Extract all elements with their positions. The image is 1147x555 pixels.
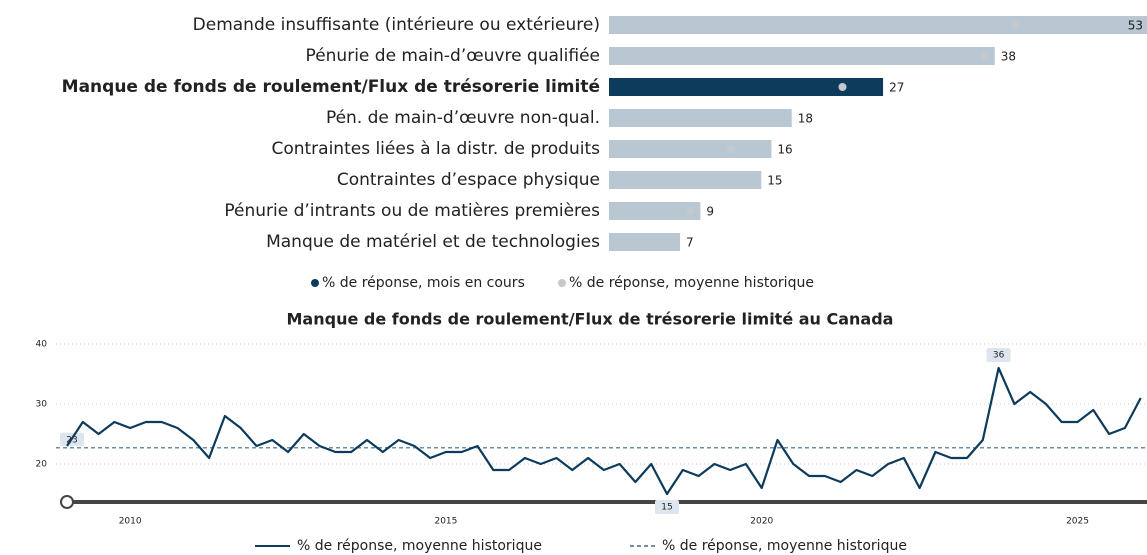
value-label: 15: [767, 174, 782, 188]
bar: [609, 47, 995, 65]
historical-dot: [980, 52, 989, 60]
slider-handle[interactable]: [60, 495, 74, 509]
legend-dot: [558, 279, 566, 287]
bar: [609, 171, 762, 189]
x-tick-label: 2015: [434, 517, 457, 527]
category-label: Manque de matériel et de technologies: [266, 232, 600, 252]
category-label: Contraintes liées à la distr. de produit…: [271, 139, 600, 159]
y-tick-label: 30: [36, 400, 48, 410]
category-label: Pénurie d’intrants ou de matières premiè…: [224, 201, 600, 221]
bar: [609, 233, 681, 251]
value-label: 18: [798, 112, 813, 126]
bar: [609, 109, 792, 127]
line-title: Manque de fonds de roulement/Flux de tré…: [287, 310, 894, 329]
y-tick-label: 40: [36, 340, 48, 350]
annotation-label: 36: [993, 351, 1005, 361]
line-series: [66, 366, 1142, 496]
annotation-box: [655, 500, 679, 514]
historical-dot: [726, 145, 735, 153]
value-label: 9: [706, 205, 714, 219]
bar: [609, 140, 772, 158]
category-label: Contraintes d’espace physique: [337, 170, 600, 190]
value-label: 7: [686, 236, 694, 250]
historical-dot: [838, 83, 847, 91]
annotation-label: 15: [661, 503, 672, 513]
x-tick-label: 2025: [1066, 517, 1089, 527]
value-label: 38: [1001, 50, 1016, 64]
historical-dot: [686, 207, 695, 215]
category-label: Pénurie de main-d’œuvre qualifiée: [306, 46, 600, 66]
category-label: Manque de fonds de roulement/Flux de tré…: [62, 77, 600, 97]
legend-label: % de réponse, moyenne historique: [569, 275, 814, 291]
legend-dot: [311, 279, 319, 287]
bar: [609, 78, 884, 96]
legend-label: % de réponse, moyenne historique: [662, 538, 907, 554]
y-tick-label: 20: [36, 460, 48, 470]
historical-dot: [1011, 21, 1020, 29]
legend-label: % de réponse, moyenne historique: [297, 538, 542, 554]
legend-label: % de réponse, mois en cours: [322, 275, 525, 291]
category-label: Demande insuffisante (intérieure ou exté…: [193, 15, 600, 35]
value-label: 27: [889, 81, 904, 95]
x-tick-label: 2010: [119, 517, 142, 527]
annotation-box: [986, 348, 1011, 362]
category-label: Pén. de main-d’œuvre non-qual.: [326, 108, 600, 128]
bar: [609, 202, 701, 220]
bar: [609, 16, 1147, 34]
x-tick-label: 2020: [750, 517, 773, 527]
value-label: 53: [1128, 19, 1143, 33]
value-label: 16: [777, 143, 792, 157]
